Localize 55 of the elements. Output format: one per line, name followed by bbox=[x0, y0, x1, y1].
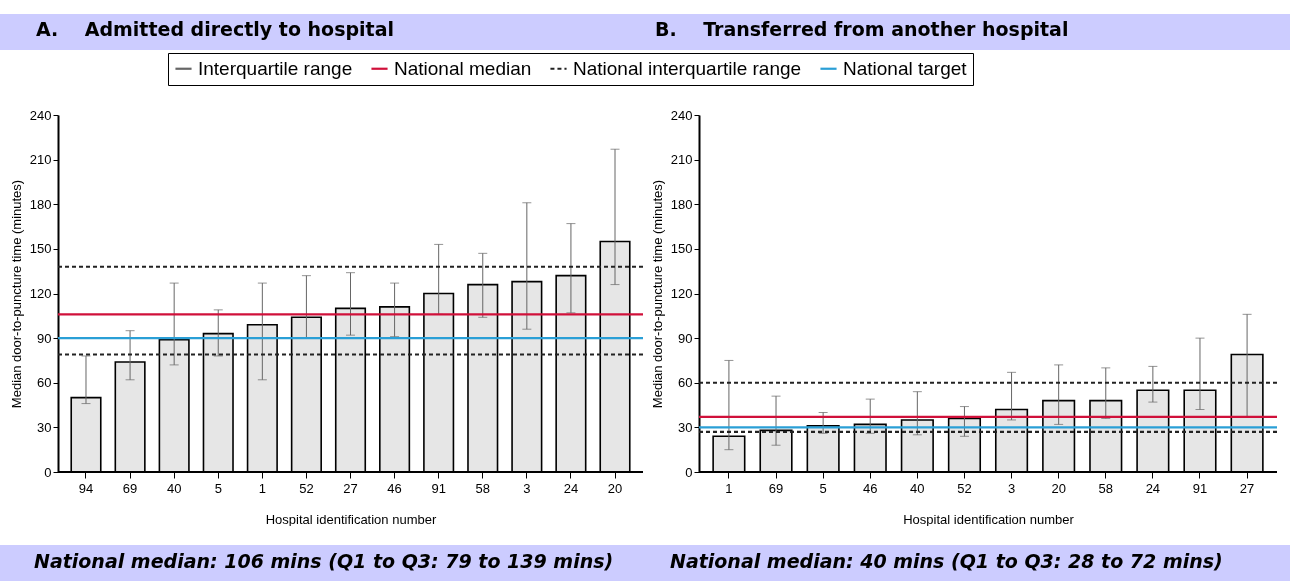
x-tick-label: 46 bbox=[387, 480, 402, 496]
legend-label: National median bbox=[394, 57, 532, 79]
y-tick-label: 150 bbox=[29, 241, 52, 257]
x-tick-label: 58 bbox=[1098, 480, 1113, 496]
y-tick-label: 90 bbox=[678, 330, 693, 346]
y-tick-label: 210 bbox=[29, 152, 52, 168]
y-tick-label: 180 bbox=[670, 196, 693, 212]
y-tick-label: 210 bbox=[670, 152, 693, 168]
y-axis-title: Median door-to-puncture time (minutes) bbox=[649, 179, 665, 409]
y-tick-label: 90 bbox=[37, 330, 52, 346]
legend-label: National target bbox=[843, 57, 968, 79]
x-tick-label: 91 bbox=[431, 480, 446, 496]
x-tick-label: 5 bbox=[214, 480, 222, 496]
y-tick-label: 0 bbox=[44, 464, 52, 480]
x-tick-label: 24 bbox=[563, 480, 579, 496]
x-tick-label: 40 bbox=[910, 480, 925, 496]
x-tick-label: 20 bbox=[607, 480, 623, 496]
y-tick-label: 120 bbox=[670, 286, 693, 301]
x-tick-label: 52 bbox=[299, 480, 314, 496]
text: National median: 40 mins (Q1 to Q3: 28 to 72 mins) bbox=[670, 550, 1223, 572]
y-tick-label: 60 bbox=[678, 375, 693, 391]
x-tick-label: 1 bbox=[258, 480, 266, 496]
x-tick-label: 91 bbox=[1192, 480, 1208, 496]
x-axis-title: Hospital identification number bbox=[265, 511, 437, 527]
x-tick-label: 58 bbox=[475, 480, 490, 496]
chart-title: B. Transferred from another hospital bbox=[655, 18, 1069, 40]
x-tick-label: 20 bbox=[1051, 480, 1066, 496]
x-tick-label: 3 bbox=[1007, 480, 1016, 496]
x-tick-label: 24 bbox=[1145, 480, 1161, 496]
x-tick-label: 52 bbox=[957, 480, 972, 496]
x-tick-label: 27 bbox=[1239, 480, 1255, 496]
y-tick-label: 150 bbox=[670, 241, 693, 257]
text: National median: 106 mins (Q1 to Q3: 79 to 139 mins) bbox=[34, 550, 614, 572]
x-tick-label: 40 bbox=[166, 480, 182, 496]
y-tick-label: 120 bbox=[29, 286, 52, 301]
y-tick-label: 30 bbox=[37, 419, 52, 435]
x-tick-label: 3 bbox=[523, 480, 531, 496]
text: Interquartile range bbox=[198, 57, 353, 79]
y-tick-label: 240 bbox=[670, 107, 693, 123]
x-tick-label: 46 bbox=[863, 480, 878, 496]
x-tick-label: 5 bbox=[819, 480, 827, 496]
y-tick-label: 240 bbox=[29, 107, 52, 123]
x-axis-title: Hospital identification number bbox=[903, 511, 1075, 527]
y-tick-label: 30 bbox=[678, 419, 693, 435]
legend-label: National interquartile range bbox=[573, 57, 802, 79]
y-axis-title: Median door-to-puncture time (minutes) bbox=[8, 179, 24, 409]
x-tick-label: 1 bbox=[725, 480, 733, 496]
x-tick-label: 94 bbox=[78, 480, 94, 496]
x-tick-label: 69 bbox=[768, 480, 784, 496]
x-tick-label: 27 bbox=[343, 480, 358, 496]
y-tick-label: 0 bbox=[685, 464, 693, 480]
x-tick-label: 69 bbox=[122, 480, 138, 496]
y-tick-label: 60 bbox=[37, 375, 52, 391]
y-tick-label: 180 bbox=[29, 196, 52, 212]
chart-title: A. Admitted directly to hospital bbox=[36, 18, 395, 40]
